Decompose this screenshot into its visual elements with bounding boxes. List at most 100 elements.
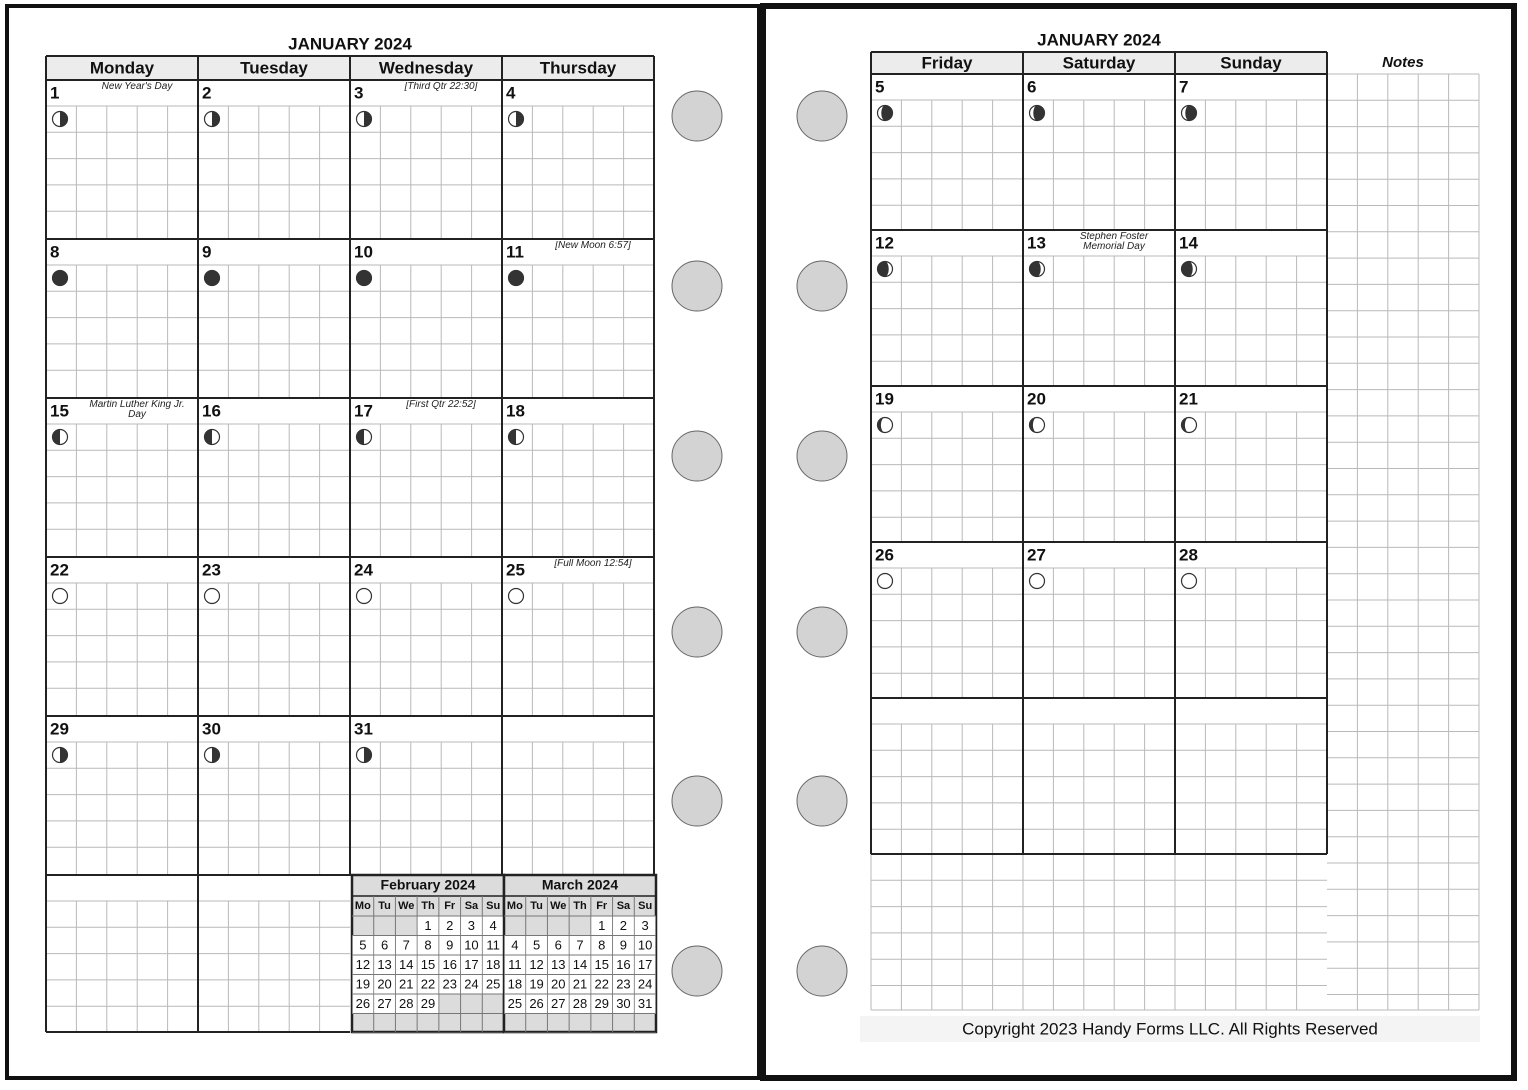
holiday-note: Stephen Foster Memorial Day [1079,232,1149,252]
moon-shade [877,261,889,277]
weekday-header: Sunday [1220,53,1282,72]
mini-day-bg [526,994,547,1013]
mini-day: 1 [598,918,605,933]
binder-hole [796,606,848,658]
mini-day: 8 [424,938,431,953]
mini-day: 8 [598,938,605,953]
moon-shade [516,111,524,127]
mini-day: 10 [638,938,652,953]
moon-phase-icon [203,110,221,128]
mini-day: 12 [529,957,543,972]
mini-day-bg [526,936,547,955]
moon-shade [356,429,364,445]
mini-day: 3 [468,918,475,933]
mini-day: 25 [508,996,522,1011]
mini-day: 4 [511,938,518,953]
weekday-header-bg [871,52,1327,74]
mini-day-bg [634,994,656,1013]
mini-day: 17 [464,957,478,972]
mini-day-bg [634,936,656,955]
day-number: 31 [354,719,373,738]
note-box: [Full Moon 12:54] [554,559,632,569]
mini-day-bg [417,955,439,974]
mini-day: 10 [464,938,478,953]
mini-day: 6 [381,938,388,953]
mini-day: 26 [356,996,370,1011]
moon-shade [1185,105,1197,121]
content: JANUARY 2024 Monday Tuesday Wednesday Thursd… [45,30,1480,1045]
moon-phase-icon [876,260,894,278]
mini-day-bg [482,936,504,955]
moon-shade [60,111,68,127]
mini-day: 25 [486,977,500,992]
mini-day: 14 [573,957,587,972]
mini-day: 4 [490,918,497,933]
mini-weekday: Th [573,900,587,912]
mini-day: 11 [486,938,500,953]
notes-label: Notes [1382,54,1424,71]
mini-day-bg [352,975,374,994]
moon-shade [212,111,220,127]
mini-day: 16 [442,957,456,972]
weekday-header: Friday [921,53,973,72]
day-number: 16 [202,401,221,420]
mini-day-bg [374,955,395,974]
moon-phase-icon [876,416,894,434]
day-number: 26 [875,545,894,564]
mini-calendar-title: February 2024 [381,877,476,893]
mini-weekday: Sa [465,900,479,912]
note-box: [New Moon 6:57] [555,241,631,251]
mini-day-bg [395,994,417,1013]
holiday-note: Martin Luther King Jr. Day [89,400,185,420]
day-number: 20 [1027,389,1046,408]
mini-weekday: Su [638,900,652,912]
mini-day-bg [352,994,374,1013]
weekday-header: Saturday [1063,53,1136,72]
moon-phase-icon [203,746,221,764]
binder-hole [796,775,848,827]
mini-weekday: Mo [355,900,371,912]
mini-day-bg [547,994,569,1013]
copyright: Copyright 2023 Handy Forms LLC. All Righ… [962,1019,1378,1038]
moon-shade [204,270,220,286]
mini-day-bg [461,936,482,955]
moon-phase-icon [51,269,69,287]
mini-day-bg [439,916,461,935]
mini-day-bg [634,975,656,994]
moon-shade [52,270,68,286]
mini-day-bg [613,936,634,955]
day-number: 15 [50,401,69,420]
mini-day-bg [374,994,395,1013]
mini-day-bg [482,955,504,974]
day-number: 7 [1179,77,1188,96]
mini-day: 13 [551,957,565,972]
moon-phase-icon [507,269,525,287]
binder-hole [671,945,723,997]
mini-day-bg [591,975,613,994]
mini-day-bg [352,936,374,955]
mini-day: 29 [594,996,608,1011]
day-number: 25 [506,560,525,579]
moon-shade [877,417,885,433]
binder-hole [671,90,723,142]
mini-day: 16 [616,957,630,972]
mini-day: 27 [377,996,391,1011]
moon-shade [508,429,516,445]
mini-day-bg [374,936,395,955]
mini-weekday: Fr [444,900,456,912]
mini-day-bg [352,955,374,974]
moon-shade [881,105,893,121]
day-number: 5 [875,77,884,96]
day-number: 14 [1179,233,1198,252]
day-number: 29 [50,719,69,738]
mini-day-bg [613,955,634,974]
mini-day-bg [613,916,634,935]
holiday-note: [Full Moon 12:54] [554,559,632,569]
mini-day: 21 [399,977,413,992]
month-title: JANUARY 2024 [288,34,412,53]
moon-phase-icon [1028,416,1046,434]
mini-day: 27 [551,996,565,1011]
moon-outline [1180,572,1198,590]
mini-day-bg [569,936,591,955]
moon-outline [51,587,69,605]
